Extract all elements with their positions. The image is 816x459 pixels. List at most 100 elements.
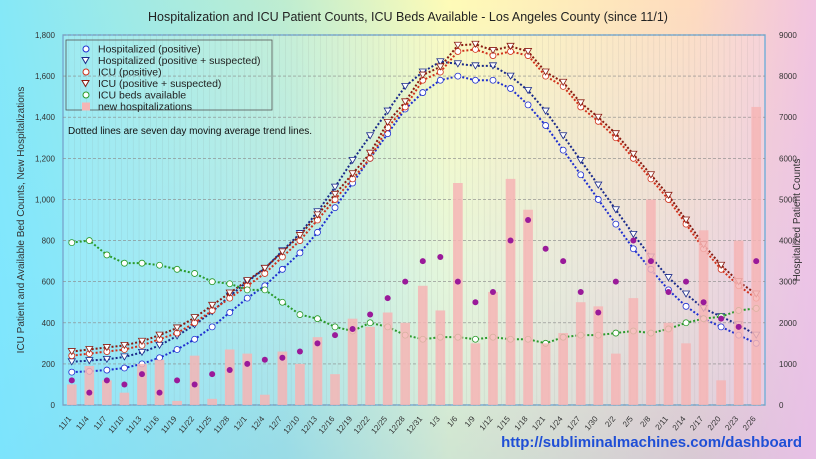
new-hospitalizations-bar [330, 374, 340, 405]
new-hospitalizations-bar [593, 306, 604, 405]
data-point [488, 47, 498, 55]
weekly-dot [244, 360, 251, 367]
weekly-dot [261, 356, 268, 363]
x-tick-label: 12/28 [387, 414, 407, 436]
weekly-dot [753, 258, 760, 265]
weekly-dot [700, 299, 707, 306]
data-point [348, 156, 357, 165]
new-hospitalizations-bar [663, 322, 674, 405]
y-tick-label: 1,400 [35, 113, 56, 122]
x-tick-label: 12/10 [282, 414, 302, 436]
data-point [506, 72, 515, 80]
weekly-dot [314, 340, 321, 347]
data-point [68, 239, 76, 247]
weekly-dot [174, 377, 181, 384]
weekly-dot [156, 389, 163, 396]
weekly-dot [577, 288, 584, 295]
data-point [682, 302, 690, 310]
data-point [612, 220, 620, 228]
data-point [454, 72, 462, 80]
legend-label: ICU (positive) [98, 67, 162, 79]
data-point [436, 58, 445, 66]
new-hospitalizations-bar [488, 291, 498, 405]
legend-label: ICU beds available [98, 90, 186, 102]
trend-line [71, 60, 757, 363]
new-hospitalizations-bar [558, 333, 569, 405]
data-point [419, 89, 427, 96]
weekly-dot [68, 377, 75, 384]
y2-tick-label: 3000 [779, 278, 797, 287]
weekly-dot [402, 278, 409, 285]
data-point [716, 261, 726, 270]
data-point [488, 62, 498, 70]
legend-marker [82, 45, 90, 53]
weekly-dot [191, 381, 198, 388]
data-point [226, 309, 234, 316]
new-hospitalizations-bar [137, 363, 147, 405]
new-hospitalizations-bar [207, 398, 218, 405]
legend-label: ICU (positive + suspected) [98, 78, 221, 90]
data-point [453, 41, 463, 50]
y2-tick-label: 2000 [779, 319, 797, 328]
new-hospitalizations-bar [189, 355, 200, 405]
weekly-dot [683, 278, 690, 285]
new-hospitalizations-bar [312, 337, 323, 405]
data-point [278, 265, 286, 273]
x-tick-label: 1/6 [445, 414, 459, 429]
data-point [296, 311, 304, 318]
x-tick-label: 2/5 [621, 414, 635, 429]
y-tick-label: 1,000 [35, 195, 56, 204]
data-point [243, 277, 252, 285]
data-point [295, 232, 305, 240]
legend-marker [81, 80, 90, 88]
new-hospitalizations-bar [435, 310, 446, 405]
x-tick-label: 1/24 [548, 414, 565, 432]
x-tick-label: 11/1 [57, 414, 74, 432]
y2-tick-label: 1000 [779, 360, 797, 369]
data-point [383, 118, 392, 127]
chart-title: Hospitalization and ICU Patient Counts, … [148, 10, 668, 24]
data-point [542, 122, 550, 129]
data-point [453, 60, 463, 68]
y2-tick-label: 5000 [779, 195, 797, 204]
data-point [173, 265, 181, 273]
x-tick-label: 1/18 [513, 414, 530, 432]
x-tick-label: 11/19 [159, 414, 179, 435]
data-point [191, 335, 199, 343]
weekly-dot [595, 309, 602, 316]
weekly-dot [489, 288, 496, 295]
chart-note: Dotted lines are seven day moving averag… [68, 126, 312, 137]
x-tick-label: 12/19 [334, 414, 354, 436]
new-hospitalizations-bar [295, 363, 305, 405]
new-hospitalizations-bar [523, 209, 533, 405]
data-point [401, 98, 410, 106]
data-point [243, 294, 251, 302]
data-point [296, 249, 304, 257]
data-point [121, 364, 128, 372]
data-point [120, 341, 129, 350]
y2-tick-label: 4000 [779, 237, 797, 246]
x-tick-label: 11/10 [107, 414, 127, 435]
data-point [664, 191, 673, 200]
legend-label: new hospitalizations [98, 101, 192, 113]
dashboard-link[interactable]: http://subliminalmachines.com/dashboard [501, 434, 802, 451]
weekly-dot [121, 381, 128, 388]
data-point [102, 344, 112, 352]
x-tick-label: 11/4 [74, 414, 91, 432]
data-point [436, 76, 444, 84]
data-point [664, 274, 673, 282]
data-point [365, 132, 375, 140]
new-hospitalizations-bar [698, 230, 709, 405]
y-tick-label: 600 [42, 278, 56, 287]
weekly-dot [437, 254, 444, 260]
legend-marker [82, 68, 90, 76]
data-point [278, 248, 287, 256]
weekly-dot [103, 377, 110, 384]
data-point [576, 99, 585, 107]
x-tick-label: 1/12 [478, 414, 495, 432]
weekly-dot [349, 325, 356, 332]
new-hospitalizations-bar [84, 365, 95, 405]
data-point [506, 42, 515, 51]
data-point [121, 259, 128, 267]
weekly-dot [525, 217, 532, 223]
